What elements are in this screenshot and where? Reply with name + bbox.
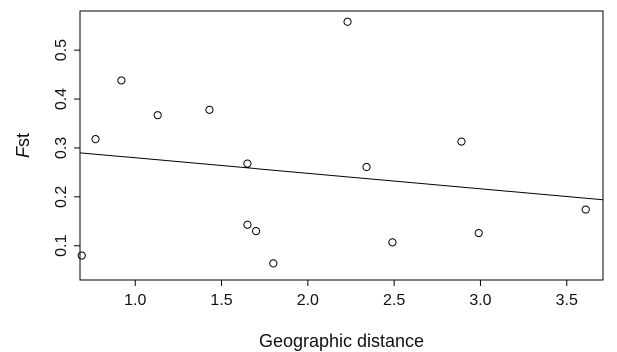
data-point [243, 159, 252, 168]
data-point [343, 17, 352, 26]
y-tick-label: 0.2 [53, 186, 70, 208]
y-tick-label: 0.3 [53, 137, 70, 159]
x-axis-title: Geographic distance [259, 331, 424, 351]
y-axis-title-rest: st [13, 133, 33, 147]
x-tick-label: 2.0 [297, 292, 319, 309]
data-point [251, 226, 261, 236]
y-tick-label: 0.4 [53, 88, 70, 110]
x-axis: 1.0 1.5 2.0 2.5 3.0 3.5 [124, 280, 578, 309]
data-points [77, 17, 590, 268]
y-tick-label: 0.5 [53, 39, 70, 61]
data-point [205, 105, 214, 114]
y-tick-label: 0.1 [53, 235, 70, 257]
y-axis-title-italic: F [13, 146, 33, 158]
data-point [243, 220, 252, 229]
data-point [91, 135, 100, 144]
x-tick-label: 3.5 [556, 292, 578, 309]
data-point [362, 162, 371, 172]
plot-frame [79, 10, 604, 281]
data-point [117, 76, 126, 85]
regression-line [79, 152, 604, 201]
x-tick-label: 1.0 [124, 292, 146, 309]
data-point [269, 259, 278, 268]
y-axis: 0.1 0.2 0.3 0.4 0.5 [53, 39, 80, 257]
y-axis-title: Fst [13, 133, 33, 158]
data-point [474, 228, 483, 238]
x-tick-label: 3.0 [469, 292, 491, 309]
x-tick-label: 2.5 [383, 292, 405, 309]
x-tick-label: 1.5 [210, 292, 232, 309]
data-point [153, 111, 162, 120]
data-point [77, 251, 86, 260]
data-point [581, 205, 590, 214]
data-point [457, 137, 466, 146]
data-point [388, 238, 397, 247]
